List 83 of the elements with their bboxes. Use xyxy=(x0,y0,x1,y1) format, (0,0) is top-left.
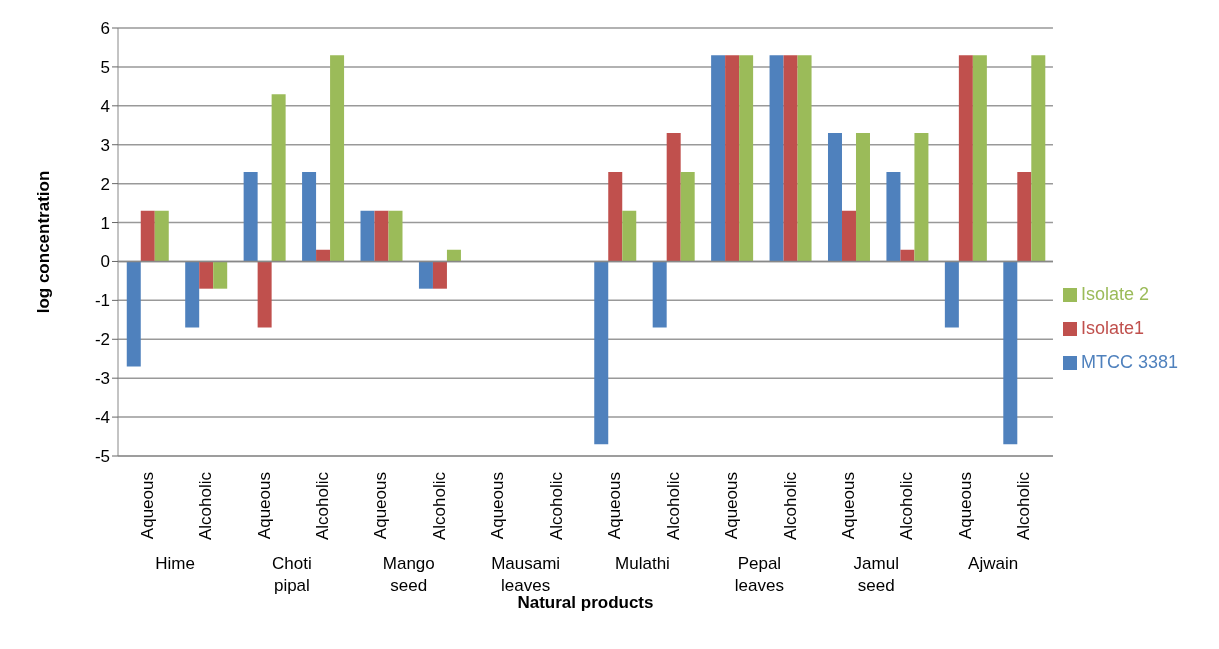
y-tick-label: 0 xyxy=(100,252,110,272)
x-tick-label: Aqueous xyxy=(137,472,157,540)
legend-label: Isolate1 xyxy=(1080,318,1145,338)
bar xyxy=(330,55,345,262)
bar xyxy=(126,261,141,367)
bar xyxy=(374,210,389,262)
bar xyxy=(680,171,695,262)
bar xyxy=(972,55,987,262)
y-axis-title: log concentration xyxy=(34,170,54,314)
bar xyxy=(199,261,214,289)
y-tick-label: 2 xyxy=(100,174,110,194)
bar xyxy=(608,171,623,262)
bar xyxy=(388,210,403,262)
bar xyxy=(900,249,915,262)
bar xyxy=(797,55,812,262)
y-tick-label: -2 xyxy=(94,330,110,350)
bar xyxy=(154,210,169,262)
x-tick-label: Alcoholic xyxy=(313,471,333,541)
bar xyxy=(1031,55,1046,262)
y-tick-label: 1 xyxy=(100,213,110,233)
bar xyxy=(271,94,286,262)
x-tick-label: Alcoholic xyxy=(196,471,216,541)
x-axis-title: Natural products xyxy=(517,593,654,612)
legend-label: Isolate 2 xyxy=(1080,284,1150,304)
x-tick-label: Aqueous xyxy=(955,472,975,540)
bar xyxy=(418,261,433,289)
bar xyxy=(666,133,681,262)
bar xyxy=(360,210,375,262)
bar xyxy=(711,55,726,262)
x-tick-label: Alcoholic xyxy=(897,471,917,541)
bar xyxy=(739,55,754,262)
x-tick-label: Alcoholic xyxy=(546,471,566,541)
bar xyxy=(886,171,901,262)
x-tick-label: Aqueous xyxy=(838,472,858,540)
text: Mausami leaves xyxy=(491,554,561,595)
y-tick-label: 6 xyxy=(100,19,110,39)
y-tick-label: 3 xyxy=(100,135,110,155)
x-tick-label: Aqueous xyxy=(371,472,391,540)
legend-label: MTCC 3381 xyxy=(1080,352,1178,372)
x-tick-label: Alcoholic xyxy=(429,471,449,541)
text: Mulathi xyxy=(615,554,670,573)
text: Ajwain xyxy=(968,554,1019,573)
y-tick-label: 4 xyxy=(100,96,110,116)
y-tick-label: 5 xyxy=(100,57,110,77)
x-tick-label: Aqueous xyxy=(254,472,274,540)
text: Choti pipal xyxy=(272,554,312,595)
bar xyxy=(1017,171,1032,262)
bar xyxy=(140,210,155,262)
bar xyxy=(257,261,272,328)
y-tick-label: -5 xyxy=(94,447,110,467)
bar xyxy=(1003,261,1018,445)
y-tick-label: -3 xyxy=(94,369,110,389)
bar xyxy=(622,210,637,262)
bar xyxy=(316,249,331,262)
x-tick-label: Alcoholic xyxy=(1014,471,1034,541)
bar xyxy=(841,210,856,262)
bar xyxy=(243,171,258,262)
bar xyxy=(185,261,200,328)
bar xyxy=(302,171,317,262)
bar xyxy=(769,55,784,262)
x-tick-label: Aqueous xyxy=(488,472,508,540)
x-tick-label: Aqueous xyxy=(605,472,625,540)
bar xyxy=(432,261,447,289)
x-tick-label: Alcoholic xyxy=(780,471,800,541)
text: Jamul seed xyxy=(853,554,899,595)
bar xyxy=(944,261,959,328)
bar xyxy=(446,249,461,262)
y-tick-label: -1 xyxy=(94,291,110,311)
text: Hime xyxy=(155,554,195,573)
bar xyxy=(783,55,798,262)
x-tick-label: Aqueous xyxy=(722,472,742,540)
bar xyxy=(958,55,973,262)
bar xyxy=(914,133,929,262)
text: Pepal leaves xyxy=(734,554,784,595)
bar xyxy=(213,261,228,289)
bar xyxy=(725,55,740,262)
x-tick-label: Alcoholic xyxy=(663,471,683,541)
y-tick-label: -4 xyxy=(94,408,110,428)
bar xyxy=(855,133,870,262)
bar xyxy=(594,261,609,445)
bar xyxy=(652,261,667,328)
bar xyxy=(827,133,842,262)
text: Mango seed xyxy=(382,554,435,595)
